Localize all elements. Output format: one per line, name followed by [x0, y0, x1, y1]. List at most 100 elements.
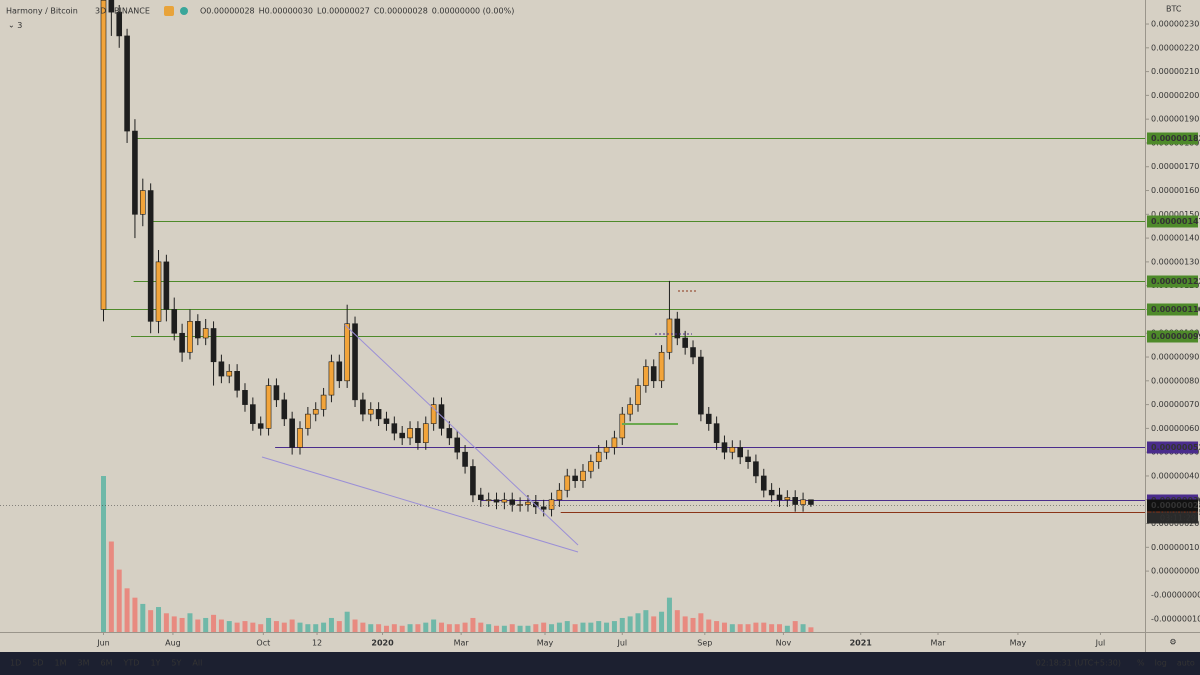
y-tick-label: 0.00000000	[1151, 567, 1199, 576]
countdown-box	[1147, 512, 1198, 524]
x-tick-label: Nov	[776, 639, 792, 648]
y-axis-label: -0.00000010	[1151, 615, 1200, 624]
range-button[interactable]: 1D	[10, 659, 21, 668]
volume-bar	[407, 624, 413, 632]
ohlc-value: H0.00000030	[259, 7, 313, 16]
range-button[interactable]: 5D	[32, 659, 43, 668]
candle-body	[250, 404, 256, 424]
volume-bar	[604, 622, 610, 632]
candle-body	[344, 323, 350, 382]
range-button[interactable]: All	[192, 659, 202, 668]
y-tick-label: 0.00000170	[1151, 162, 1199, 171]
settings-icon[interactable]: ⚙	[1169, 638, 1176, 647]
range-button[interactable]: 3M	[78, 659, 90, 668]
y-tick-label: 0.00000040	[1151, 471, 1199, 480]
candle-body	[234, 371, 240, 391]
candle-body	[713, 423, 720, 443]
candle-body	[226, 371, 233, 377]
candle-body	[525, 501, 531, 505]
volume-bar	[383, 625, 389, 632]
volume-bar	[784, 625, 790, 632]
volume-bar	[124, 588, 130, 632]
candle-body	[753, 461, 759, 477]
x-tick-label: Jul	[1095, 639, 1106, 648]
volume-bar	[596, 621, 602, 632]
candle-body	[187, 321, 193, 353]
y-tick-label: 0.00000010	[1151, 543, 1199, 552]
level-label-box	[1147, 303, 1198, 316]
candle-body	[572, 475, 578, 482]
candle-body	[375, 409, 382, 420]
candle-body	[666, 318, 673, 353]
candle-body	[407, 428, 413, 439]
volume-bar	[195, 619, 201, 632]
candle-body	[312, 409, 319, 415]
range-button[interactable]: YTD	[123, 659, 140, 668]
range-button[interactable]: 1Y	[150, 659, 160, 668]
candle-body	[792, 497, 799, 505]
volume-bar	[140, 603, 146, 632]
volume-bar	[352, 619, 358, 632]
volume-bar	[556, 622, 562, 632]
range-button[interactable]: 5Y	[171, 659, 181, 668]
ohlc-value: C0.00000028	[374, 7, 428, 16]
volume-bar	[682, 616, 688, 632]
volume-bar	[242, 621, 248, 632]
range-button[interactable]: 1M	[55, 659, 67, 668]
volume-bar	[745, 624, 751, 632]
option-button[interactable]: %	[1137, 659, 1145, 668]
option-button[interactable]: log	[1155, 659, 1167, 668]
candle-body	[745, 456, 751, 462]
y-tick-label: 0.00000140	[1151, 234, 1199, 243]
level-label: 0.00000099	[1151, 332, 1200, 341]
candle-body	[352, 323, 358, 401]
x-tick-label: Jul	[616, 639, 627, 648]
option-button[interactable]: auto	[1177, 659, 1195, 668]
candle-body	[690, 347, 696, 358]
volume-bar	[729, 624, 735, 632]
volume-bar	[344, 611, 350, 632]
volume-bar	[313, 624, 319, 632]
toolbar	[0, 652, 1200, 675]
y-tick-label: 0.00000020	[1151, 519, 1199, 528]
candle-body	[210, 328, 217, 363]
candle-body	[760, 475, 767, 491]
candle-body	[273, 385, 280, 401]
volume-bar	[690, 617, 696, 632]
volume-bar	[163, 613, 169, 632]
volume-bar	[525, 625, 531, 632]
candle-body	[297, 428, 303, 448]
level-label: 0.00000182	[1151, 134, 1200, 143]
candle-body	[195, 321, 201, 339]
volume-bar	[187, 613, 193, 632]
candle-body	[705, 413, 712, 424]
volume-bar	[289, 619, 295, 632]
candle-body	[611, 437, 618, 448]
candle-body	[446, 428, 453, 439]
x-tick-label: Aug	[165, 639, 181, 648]
candle-body	[721, 442, 728, 453]
icon[interactable]	[180, 7, 188, 15]
x-tick-label: May	[1010, 639, 1027, 648]
y-tick-label: 0.00000090	[1151, 353, 1199, 362]
candle-body	[320, 394, 327, 410]
volume-bar	[218, 619, 224, 632]
range-button[interactable]: 6M	[101, 659, 113, 668]
level-label-box	[1147, 330, 1198, 343]
trendline	[261, 456, 579, 553]
volume-bar	[776, 624, 782, 632]
volume-bar	[627, 616, 633, 632]
x-tick-label: 2021	[850, 639, 873, 648]
candle-body	[171, 309, 178, 334]
icon[interactable]	[164, 6, 174, 16]
candle-body	[305, 413, 311, 429]
x-tick-label: Oct	[256, 639, 270, 648]
x-tick-label: Mar	[930, 639, 946, 648]
candle-body	[470, 466, 476, 496]
candle-body	[619, 413, 626, 439]
x-tick-label: 2020	[371, 639, 394, 648]
trendline	[344, 324, 579, 546]
y-tick-label: 0.00000070	[1151, 400, 1199, 409]
candle-body	[139, 190, 146, 215]
